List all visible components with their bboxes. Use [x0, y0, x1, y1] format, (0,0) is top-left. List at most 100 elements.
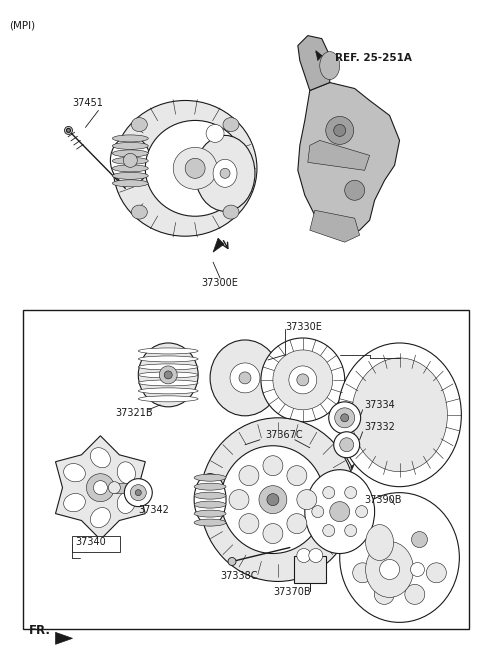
Ellipse shape	[117, 492, 135, 514]
Text: FR.: FR.	[29, 625, 50, 638]
Polygon shape	[56, 632, 72, 644]
Ellipse shape	[112, 180, 148, 187]
Circle shape	[410, 562, 424, 577]
Ellipse shape	[124, 479, 152, 506]
Circle shape	[323, 487, 335, 499]
Text: 37300E: 37300E	[202, 278, 239, 288]
Ellipse shape	[287, 466, 307, 485]
Circle shape	[220, 169, 230, 178]
Ellipse shape	[263, 456, 283, 476]
Text: 37330E: 37330E	[285, 322, 322, 332]
Ellipse shape	[335, 408, 355, 428]
Circle shape	[356, 506, 368, 518]
Ellipse shape	[340, 493, 459, 623]
Ellipse shape	[200, 418, 356, 581]
Ellipse shape	[138, 388, 198, 394]
Ellipse shape	[239, 514, 259, 533]
Circle shape	[323, 525, 335, 537]
Ellipse shape	[138, 364, 198, 370]
Ellipse shape	[138, 343, 198, 407]
Circle shape	[341, 414, 348, 422]
Ellipse shape	[223, 205, 239, 219]
Ellipse shape	[130, 485, 146, 501]
Ellipse shape	[64, 464, 85, 482]
Ellipse shape	[194, 510, 226, 517]
Text: 37451: 37451	[72, 98, 103, 108]
Ellipse shape	[273, 350, 333, 410]
Bar	[72, 535, 120, 552]
Ellipse shape	[194, 483, 226, 490]
Ellipse shape	[138, 396, 198, 402]
Ellipse shape	[374, 584, 394, 604]
Ellipse shape	[329, 402, 360, 434]
Ellipse shape	[221, 445, 325, 554]
Ellipse shape	[206, 125, 224, 142]
Circle shape	[86, 474, 114, 502]
Ellipse shape	[145, 121, 245, 216]
Polygon shape	[56, 436, 145, 539]
Ellipse shape	[194, 501, 226, 508]
Circle shape	[345, 487, 357, 499]
Ellipse shape	[194, 474, 226, 525]
Circle shape	[289, 366, 317, 394]
Ellipse shape	[132, 117, 147, 132]
Ellipse shape	[90, 447, 110, 468]
Ellipse shape	[194, 519, 226, 526]
Ellipse shape	[213, 159, 237, 188]
Ellipse shape	[263, 523, 283, 544]
Ellipse shape	[338, 343, 461, 487]
Circle shape	[159, 366, 177, 384]
Ellipse shape	[117, 462, 135, 483]
Text: 37342: 37342	[138, 504, 169, 514]
Ellipse shape	[353, 563, 372, 583]
Circle shape	[330, 502, 350, 522]
Ellipse shape	[223, 117, 239, 132]
Polygon shape	[351, 464, 355, 471]
Text: 37370B: 37370B	[273, 588, 311, 598]
Text: 37334: 37334	[365, 400, 396, 410]
Ellipse shape	[112, 173, 148, 179]
Ellipse shape	[352, 358, 447, 472]
Circle shape	[185, 158, 205, 178]
Circle shape	[259, 485, 287, 514]
Text: 37367C: 37367C	[265, 430, 302, 440]
Polygon shape	[213, 238, 224, 252]
Ellipse shape	[138, 372, 198, 378]
Ellipse shape	[334, 432, 360, 458]
Circle shape	[309, 548, 323, 562]
Ellipse shape	[366, 525, 394, 560]
Circle shape	[326, 117, 354, 144]
Ellipse shape	[113, 100, 257, 236]
Ellipse shape	[229, 489, 249, 510]
Bar	[114, 483, 142, 493]
Ellipse shape	[138, 380, 198, 386]
Circle shape	[267, 494, 279, 506]
Circle shape	[164, 371, 172, 379]
Ellipse shape	[340, 438, 354, 452]
Ellipse shape	[210, 340, 280, 416]
Ellipse shape	[405, 584, 425, 604]
Text: 37338C: 37338C	[220, 571, 258, 581]
Ellipse shape	[239, 466, 259, 485]
Ellipse shape	[64, 493, 85, 512]
Text: (MPI): (MPI)	[9, 20, 35, 31]
Ellipse shape	[194, 474, 226, 481]
Text: 37390B: 37390B	[365, 495, 402, 504]
Ellipse shape	[195, 135, 255, 211]
Ellipse shape	[261, 338, 345, 422]
Circle shape	[64, 127, 72, 134]
Text: REF. 25-251A: REF. 25-251A	[335, 52, 412, 62]
Ellipse shape	[138, 356, 198, 362]
Circle shape	[108, 482, 120, 494]
Circle shape	[67, 129, 71, 133]
Bar	[294, 556, 326, 583]
Bar	[23, 310, 469, 629]
Circle shape	[297, 374, 309, 386]
Ellipse shape	[112, 142, 148, 150]
Ellipse shape	[138, 348, 198, 354]
Circle shape	[123, 154, 137, 167]
Circle shape	[135, 489, 141, 496]
Circle shape	[239, 372, 251, 384]
Polygon shape	[298, 83, 399, 236]
Ellipse shape	[173, 148, 217, 190]
